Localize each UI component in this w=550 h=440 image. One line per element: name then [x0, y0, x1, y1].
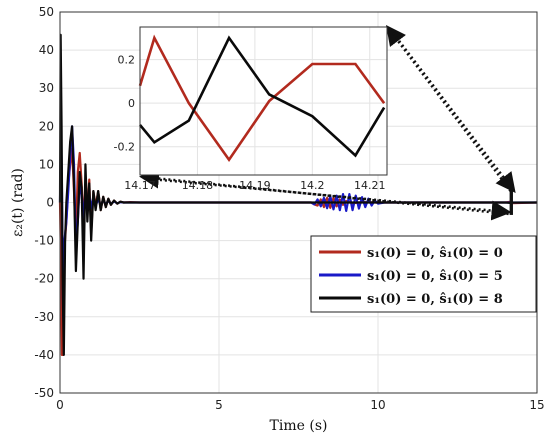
- inset-frame: [139, 26, 388, 176]
- x-tick-label: 15: [529, 398, 544, 412]
- zoom-box: [509, 190, 513, 215]
- legend-label-1: s₁(0) = 0, ŝ₁(0) = 5: [367, 269, 503, 284]
- inset-chart: -0.2 0 0.2 14.17 14.18 14.19 14.2 14.21: [114, 26, 388, 192]
- x-tick-label: 5: [215, 398, 223, 412]
- y-tick-label: 40: [39, 43, 54, 57]
- inset-x-tick-label: 14.18: [182, 179, 214, 192]
- y-tick-label: 0: [46, 196, 54, 210]
- y-tick-label: 20: [39, 119, 54, 133]
- y-tick-label: -10: [34, 234, 54, 248]
- legend-items: s₁(0) = 0, ŝ₁(0) = 0 s₁(0) = 0, ŝ₁(0) = 5…: [319, 246, 503, 307]
- inset-series-line-0: [138, 34, 386, 163]
- y-tick-label: -30: [34, 310, 54, 324]
- zoom-connector-top: [385, 25, 512, 192]
- y-tick-label: 50: [39, 5, 54, 19]
- inset-x-tick-label: 14.2: [300, 179, 325, 192]
- inset-background: [139, 26, 388, 176]
- inset-x-tick-label: 14.17: [124, 179, 156, 192]
- legend-label-2: s₁(0) = 0, ŝ₁(0) = 8: [367, 292, 503, 307]
- inset-y-tick-label: -0.2: [114, 141, 135, 154]
- inset-x-tick-label: 14.21: [354, 179, 386, 192]
- y-tick-label: -20: [34, 272, 54, 286]
- inset-x-tick-label: 14.19: [239, 179, 271, 192]
- legend-label-0: s₁(0) = 0, ŝ₁(0) = 0: [367, 246, 503, 261]
- inset-series-line-1: [138, 35, 386, 158]
- inset-series-group: [138, 26, 388, 176]
- main-tick-labels: -50 -40 -30 -20 -10 0 10 20 30 40 50 0 5 10 15: [34, 5, 544, 412]
- main-axes: [59, 11, 538, 394]
- y-tick-label: -50: [34, 386, 54, 400]
- x-tick-label: 0: [56, 398, 64, 412]
- zoom-connector-top-back: [392, 32, 516, 194]
- y-tick-label: 30: [39, 81, 54, 95]
- inset-y-tick-label: 0.2: [118, 54, 136, 67]
- y-tick-label: -40: [34, 348, 54, 362]
- y-tick-label: 10: [39, 157, 54, 171]
- y-axis-label: ε₂(t) (rad): [10, 168, 26, 237]
- zoom-annotation: [139, 25, 516, 221]
- inset-y-tick-label: 0: [128, 97, 135, 110]
- x-tick-label: 10: [370, 398, 385, 412]
- inset-tick-labels: -0.2 0 0.2 14.17 14.18 14.19 14.2 14.21: [114, 54, 386, 192]
- x-axis-label: Time (s): [270, 418, 328, 434]
- zoom-connector-bottom: [139, 168, 509, 216]
- legend: s₁(0) = 0, ŝ₁(0) = 0 s₁(0) = 0, ŝ₁(0) = 5…: [310, 235, 537, 313]
- main-plot-frame: [59, 11, 538, 394]
